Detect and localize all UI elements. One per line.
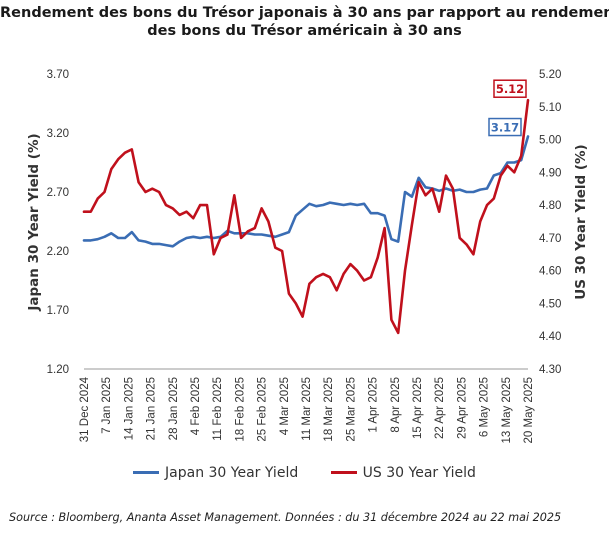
x-tick-label: 13 May 2025	[501, 377, 513, 444]
japan-end-label-box	[488, 117, 522, 137]
chart-legend: Japan 30 Year Yield US 30 Year Yield	[0, 462, 609, 481]
chart-title: Rendement des bons du Trésor japonais à …	[0, 4, 609, 40]
y-left-tick-label: 2.70	[47, 187, 69, 199]
x-tick-label: 25 Feb 2025	[257, 377, 269, 442]
source-note: Source : Bloomberg, Ananta Asset Managem…	[9, 511, 562, 524]
y-left-tick-label: 1.70	[47, 305, 69, 317]
x-tick-label: 1 Apr 2025	[368, 377, 380, 433]
legend-item-us: US 30 Year Yield	[330, 464, 476, 481]
y-left-tick-label: 3.70	[47, 69, 69, 81]
y-axis-right-label: US 30 Year Yield (%)	[573, 144, 589, 299]
y-right-tick-label: 4.80	[539, 200, 561, 212]
y-right-tick-label: 4.70	[539, 233, 561, 245]
us-yield-line	[82, 98, 530, 335]
y-axis-left-label: Japan 30 Year Yield (%)	[26, 133, 42, 311]
japan-yield-line	[82, 135, 530, 248]
chart-title-line1: Rendement des bons du Trésor japonais à …	[0, 5, 609, 21]
y-left-tick-label: 3.20	[47, 128, 69, 140]
y-right-tick-label: 4.60	[539, 266, 561, 278]
x-tick-label: 22 Apr 2025	[434, 377, 446, 439]
y-right-tick-label: 5.10	[539, 102, 561, 114]
legend-label-japan: Japan 30 Year Yield	[165, 464, 299, 481]
us-end-label: 5.12	[496, 82, 524, 96]
y-right-tick-label: 4.90	[539, 167, 561, 179]
x-tick-label: 18 Mar 2025	[323, 377, 335, 442]
x-tick-label: 6 May 2025	[479, 377, 491, 437]
chart-title-line2: des bons du Trésor américain à 30 ans	[147, 23, 462, 39]
y-right-tick-label: 5.00	[539, 135, 561, 147]
x-tick-label: 4 Feb 2025	[190, 377, 202, 435]
x-tick-label: 28 Jan 2025	[168, 377, 180, 440]
x-tick-label: 25 Mar 2025	[345, 377, 357, 442]
x-tick-label: 15 Apr 2025	[412, 377, 424, 439]
legend-swatch-japan	[133, 471, 160, 474]
x-tick-label: 21 Jan 2025	[146, 377, 158, 440]
x-tick-label: 18 Feb 2025	[234, 377, 246, 442]
legend-label-us: US 30 Year Yield	[362, 464, 476, 481]
x-tick-label: 14 Jan 2025	[123, 377, 135, 440]
y-right-tick-label: 4.30	[539, 364, 561, 376]
japan-end-label: 3.17	[491, 121, 519, 135]
us-end-label-box	[493, 79, 527, 98]
x-tick-label: 7 Jan 2025	[101, 377, 113, 434]
y-left-tick-label: 1.20	[47, 364, 69, 376]
legend-item-japan: Japan 30 Year Yield	[133, 465, 298, 481]
y-right-tick-label: 5.20	[539, 69, 561, 81]
x-tick-label: 20 May 2025	[523, 377, 535, 444]
y-left-tick-label: 2.20	[47, 246, 69, 258]
x-tick-label: 8 Apr 2025	[390, 377, 402, 433]
y-right-tick-label: 4.40	[539, 331, 561, 343]
legend-swatch-us	[330, 471, 357, 474]
x-tick-label: 11 Mar 2025	[301, 377, 313, 441]
x-tick-label: 4 Mar 2025	[279, 377, 291, 435]
x-tick-label: 31 Dec 2024	[79, 376, 91, 442]
x-tick-label: 29 Apr 2025	[456, 377, 468, 439]
y-right-tick-label: 4.50	[539, 298, 561, 310]
x-tick-label: 11 Feb 2025	[212, 377, 224, 441]
